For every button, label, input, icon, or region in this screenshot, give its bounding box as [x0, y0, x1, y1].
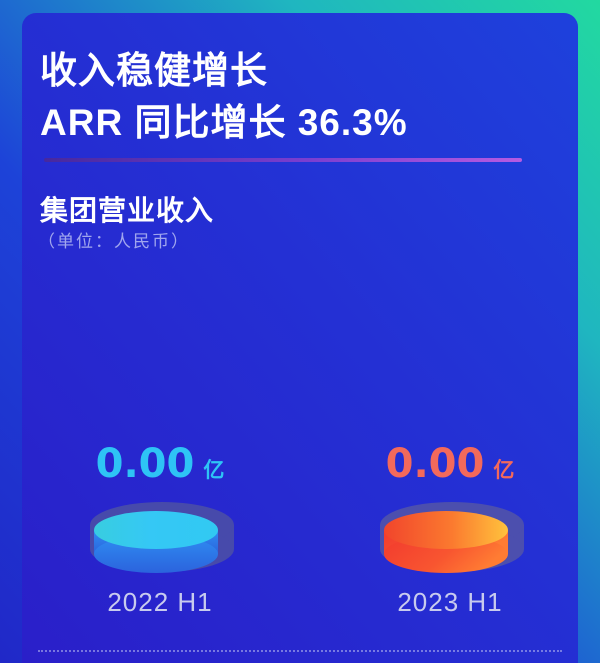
bottom-dotted-divider: [38, 650, 562, 652]
category-label: 2023 H1: [397, 587, 503, 617]
value-number: 0.00: [385, 441, 485, 487]
chart-unit-note: （单位：人民币）: [38, 232, 190, 251]
title-line-1: 收入稳健增长: [40, 50, 268, 91]
chart-column-2022h1: 0.00 亿: [55, 441, 265, 618]
cylinder-body: [384, 511, 508, 573]
cylinder-2022h1: [90, 502, 234, 573]
value-unit: 亿: [203, 459, 225, 482]
value-number: 0.00: [95, 441, 195, 487]
cylinder-body: [94, 511, 218, 573]
title-line-2: ARR 同比增长 36.3%: [40, 102, 408, 143]
content-card: 收入稳健增长 ARR 同比增长 36.3% 集团营业收入 （单位：人民币） 0.…: [22, 13, 578, 663]
chart-title: 集团营业收入: [40, 195, 215, 226]
category-label: 2022 H1: [107, 587, 213, 617]
gradient-divider: [44, 158, 522, 162]
cylinder-2023h1: [380, 502, 524, 573]
value-label-2023h1: 0.00 亿: [386, 441, 515, 489]
page-title: 收入稳健增长 ARR 同比增长 36.3%: [40, 45, 408, 149]
chart-column-2023h1: 0.00 亿: [345, 441, 555, 618]
value-unit: 亿: [493, 459, 515, 482]
value-label-2022h1: 0.00 亿: [96, 441, 225, 489]
